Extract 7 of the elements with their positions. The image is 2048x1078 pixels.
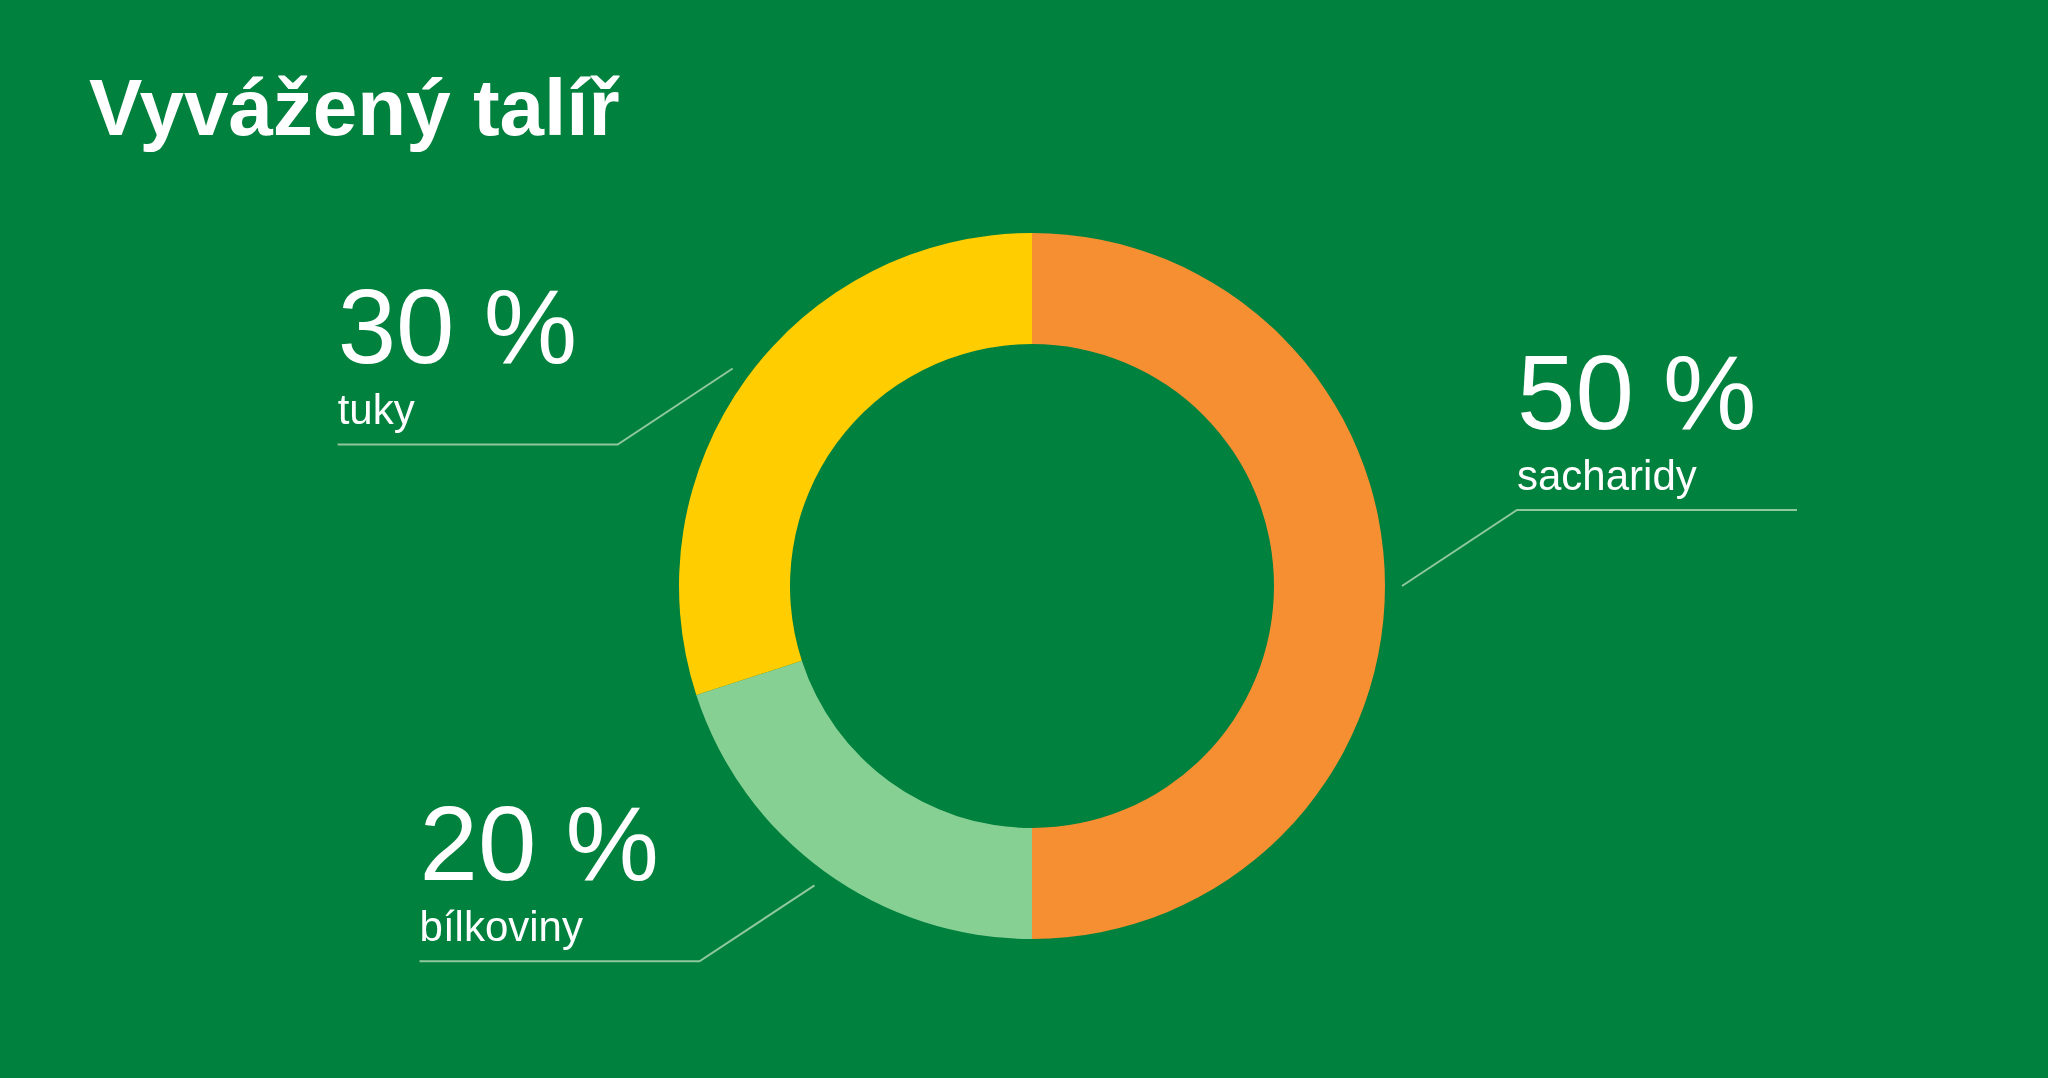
slice-label: tuky xyxy=(337,386,415,434)
chart-title: Vyvážený talíř xyxy=(89,62,620,152)
slice-label: bílkoviny xyxy=(419,902,583,950)
data-label: 30 % xyxy=(337,268,577,386)
data-label: 20 % xyxy=(419,784,659,902)
data-label: 50 % xyxy=(1517,333,1757,451)
slice-label: sacharidy xyxy=(1517,451,1697,499)
